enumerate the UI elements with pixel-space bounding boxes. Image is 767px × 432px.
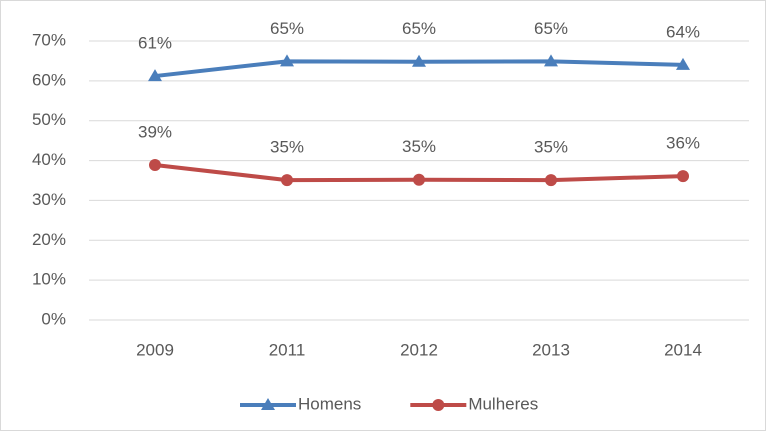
marker bbox=[432, 399, 445, 411]
x-tick-label: 2011 bbox=[269, 340, 306, 359]
legend-label: Mulheres bbox=[468, 394, 538, 413]
data-label: 35% bbox=[534, 138, 568, 157]
data-label: 35% bbox=[270, 138, 304, 157]
y-tick-label: 0% bbox=[41, 309, 66, 328]
marker bbox=[281, 174, 293, 187]
y-tick-label: 70% bbox=[32, 30, 66, 49]
y-tick-label: 10% bbox=[32, 270, 66, 289]
data-label: 65% bbox=[534, 19, 568, 38]
data-label: 35% bbox=[402, 137, 436, 156]
y-tick-label: 30% bbox=[32, 190, 66, 209]
marker bbox=[412, 54, 426, 67]
x-tick-label: 2014 bbox=[664, 340, 702, 359]
data-label: 39% bbox=[138, 122, 172, 141]
data-label: 65% bbox=[402, 19, 436, 38]
marker bbox=[261, 398, 275, 410]
y-tick-label: 20% bbox=[32, 230, 66, 249]
marker bbox=[413, 173, 425, 186]
data-label: 64% bbox=[666, 22, 700, 41]
x-tick-label: 2009 bbox=[136, 340, 174, 359]
marker bbox=[676, 57, 690, 70]
marker bbox=[544, 54, 558, 67]
x-tick-label: 2012 bbox=[400, 340, 438, 359]
marker bbox=[149, 158, 161, 171]
data-label: 36% bbox=[666, 134, 700, 153]
x-tick-label: 2013 bbox=[532, 340, 570, 359]
y-tick-label: 40% bbox=[32, 150, 66, 169]
data-label: 61% bbox=[138, 34, 172, 53]
y-tick-label: 50% bbox=[32, 110, 66, 129]
y-tick-label: 60% bbox=[32, 70, 66, 89]
legend-label: Homens bbox=[298, 394, 361, 413]
marker bbox=[148, 69, 162, 82]
marker bbox=[545, 174, 557, 187]
marker bbox=[677, 170, 689, 183]
data-label: 65% bbox=[270, 19, 304, 38]
marker bbox=[280, 54, 294, 67]
